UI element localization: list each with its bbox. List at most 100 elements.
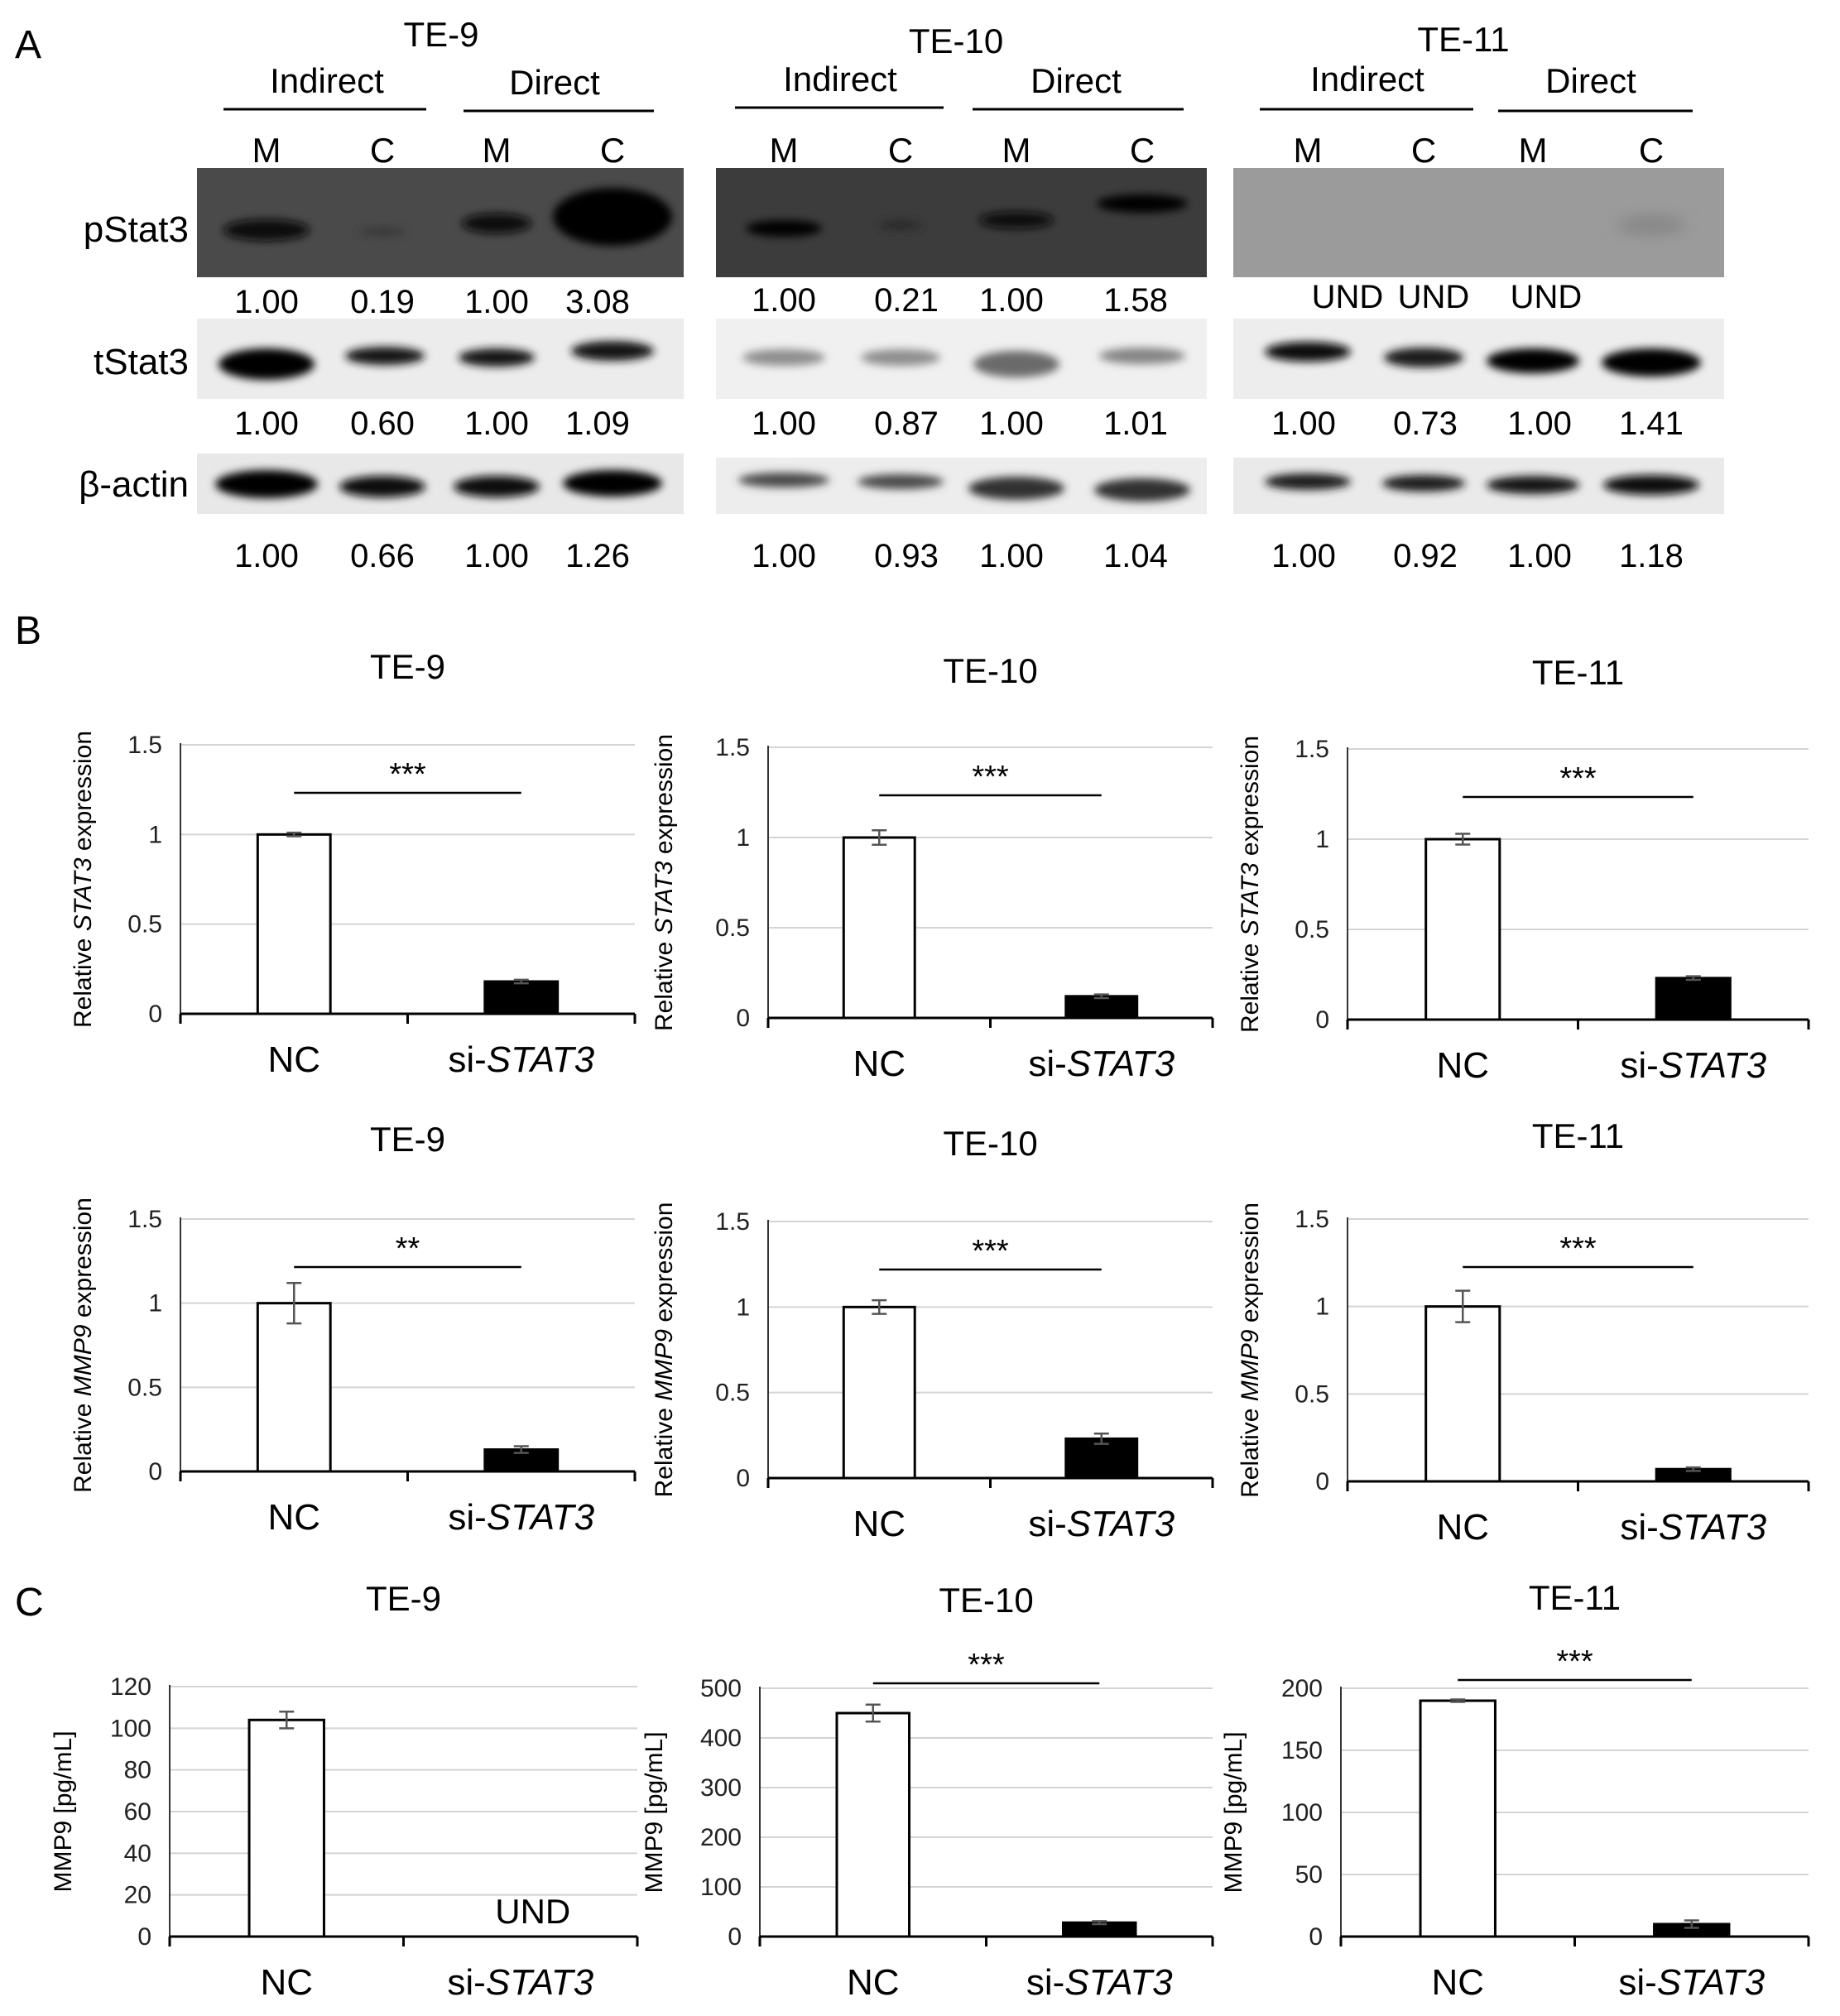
protein-label-tstat3: tStat3 <box>94 342 189 382</box>
y-tick-label: 40 <box>124 1840 151 1867</box>
significance-stars: ** <box>396 1231 420 1266</box>
quant-value: 1.18 <box>1619 538 1684 574</box>
bar <box>247 1718 325 1938</box>
blot-band <box>462 214 531 233</box>
y-tick-label: 0 <box>736 1465 750 1492</box>
blot-condition-label: Indirect <box>783 60 897 98</box>
und-annotation: UND <box>495 1892 570 1931</box>
bar <box>842 836 916 1020</box>
blot-group-te11: TE-11 Indirect Direct M C M C UND UND UN… <box>1233 20 1724 574</box>
bar-chart: TE-10 0 0.5 1 1.5 NC si-STAT3 *** Relative MMP9 … <box>651 1124 1214 1544</box>
blot-band <box>1099 348 1185 364</box>
x-category-label: NC <box>267 1497 320 1538</box>
x-category-label: si-STAT3 <box>1620 1507 1766 1548</box>
y-tick-label: 0 <box>1315 1006 1329 1034</box>
significance-stars: *** <box>1559 1231 1597 1266</box>
y-tick-label: 150 <box>1281 1737 1323 1764</box>
significance-stars: *** <box>968 1648 1005 1682</box>
quant-value: 1.00 <box>234 406 299 442</box>
y-tick-label: 0.5 <box>1295 916 1329 943</box>
blot-band <box>973 351 1059 377</box>
quant-value: 1.00 <box>1271 538 1336 574</box>
bar <box>842 1305 916 1480</box>
y-axis-label: Relative MMP9 expression <box>70 1198 97 1493</box>
significance-stars: *** <box>389 757 426 792</box>
y-tick-label: 1 <box>736 1294 750 1321</box>
blot-band <box>1487 348 1579 373</box>
quant-value: 1.00 <box>1271 406 1336 442</box>
y-tick-label: 1 <box>736 824 750 852</box>
x-category-label: si-STAT3 <box>1028 1504 1175 1544</box>
quant-value: 0.87 <box>874 406 939 442</box>
y-tick-label: 1.5 <box>1295 736 1329 763</box>
blot-band <box>219 348 315 380</box>
y-tick-label: 0 <box>728 1923 742 1951</box>
quant-value: 1.00 <box>464 538 529 574</box>
x-category-label: NC <box>1431 1962 1484 2003</box>
y-tick-label: 0 <box>148 1001 162 1028</box>
x-category-label: si-STAT3 <box>448 1497 594 1538</box>
y-tick-label: 0 <box>148 1458 162 1486</box>
y-tick-label: 1 <box>148 821 162 848</box>
blot-condition-label: Direct <box>509 63 600 102</box>
quant-value: 1.00 <box>234 284 299 320</box>
y-tick-label: 50 <box>1295 1861 1323 1889</box>
x-category-label: si-STAT3 <box>1620 1045 1766 1086</box>
quant-value: 0.60 <box>350 406 415 442</box>
y-tick-label: 0 <box>736 1005 750 1032</box>
blot-condition-label: Indirect <box>270 61 384 100</box>
blot-cell-title: TE-9 <box>403 15 478 54</box>
quant-value: UND <box>1312 279 1384 315</box>
bar <box>1655 977 1732 1021</box>
chart-title: TE-11 <box>1529 1578 1621 1617</box>
quant-value: 1.00 <box>1507 538 1572 574</box>
blot-band <box>979 212 1054 228</box>
blot-band <box>1602 348 1701 377</box>
blot-band <box>858 474 944 489</box>
quant-value: 1.00 <box>464 284 529 320</box>
panel-letter-b: B <box>15 609 41 653</box>
quant-value: 1.04 <box>1103 538 1168 574</box>
blot-band <box>742 349 825 366</box>
y-tick-label: 1.5 <box>715 734 750 761</box>
x-category-label: NC <box>853 1044 906 1084</box>
bar <box>1424 1305 1501 1483</box>
lane-label: M <box>1002 131 1031 170</box>
y-tick-label: 20 <box>124 1882 151 1909</box>
chart-title: TE-9 <box>370 647 445 686</box>
y-tick-label: 0.5 <box>715 914 750 942</box>
y-tick-label: 0.5 <box>127 911 162 938</box>
chart-title: TE-9 <box>370 1120 445 1159</box>
bar-charts: TE-9 0 0.5 1 1.5 NC si-STAT3 *** Relative STAT3 … <box>50 647 1810 2003</box>
chart-title: TE-10 <box>943 1124 1037 1163</box>
blot-group-te9: TE-9 Indirect Direct M C M C 1.00 0.19 1… <box>197 15 684 574</box>
quant-value: 1.00 <box>234 538 299 574</box>
y-tick-label: 1.5 <box>1295 1206 1329 1233</box>
x-category-label: NC <box>1436 1507 1489 1548</box>
blot-band <box>553 188 672 246</box>
blot-band <box>968 477 1064 500</box>
quant-value: 0.21 <box>874 282 939 319</box>
y-axis-label: Relative MMP9 expression <box>1237 1202 1264 1498</box>
y-tick-label: 1.5 <box>127 1206 162 1233</box>
lane-label: M <box>483 131 512 170</box>
y-tick-label: 200 <box>700 1824 742 1851</box>
y-tick-label: 300 <box>700 1774 742 1802</box>
quant-value: 1.00 <box>752 282 816 319</box>
quant-value: 1.00 <box>979 406 1044 442</box>
y-tick-label: 0.5 <box>127 1374 162 1401</box>
bar-chart: TE-9 0 0.5 1 1.5 NC si-STAT3 *** Relative STAT3 … <box>70 647 637 1080</box>
quant-value: 1.41 <box>1619 406 1684 442</box>
blot-band <box>345 347 425 365</box>
lane-label: C <box>600 131 625 170</box>
y-axis-label: Relative STAT3 expression <box>651 734 678 1031</box>
blot-condition-label: Direct <box>1545 61 1636 100</box>
significance-stars: *** <box>972 1234 1009 1269</box>
x-category-label: si-STAT3 <box>1618 1962 1765 2003</box>
x-category-label: si-STAT3 <box>448 1039 594 1080</box>
x-category-label: si-STAT3 <box>1026 1962 1173 2003</box>
blot-band <box>1617 216 1686 234</box>
protein-label-pstat3: pStat3 <box>84 209 189 250</box>
blot-band <box>571 341 654 361</box>
chart-title: TE-10 <box>943 651 1037 690</box>
